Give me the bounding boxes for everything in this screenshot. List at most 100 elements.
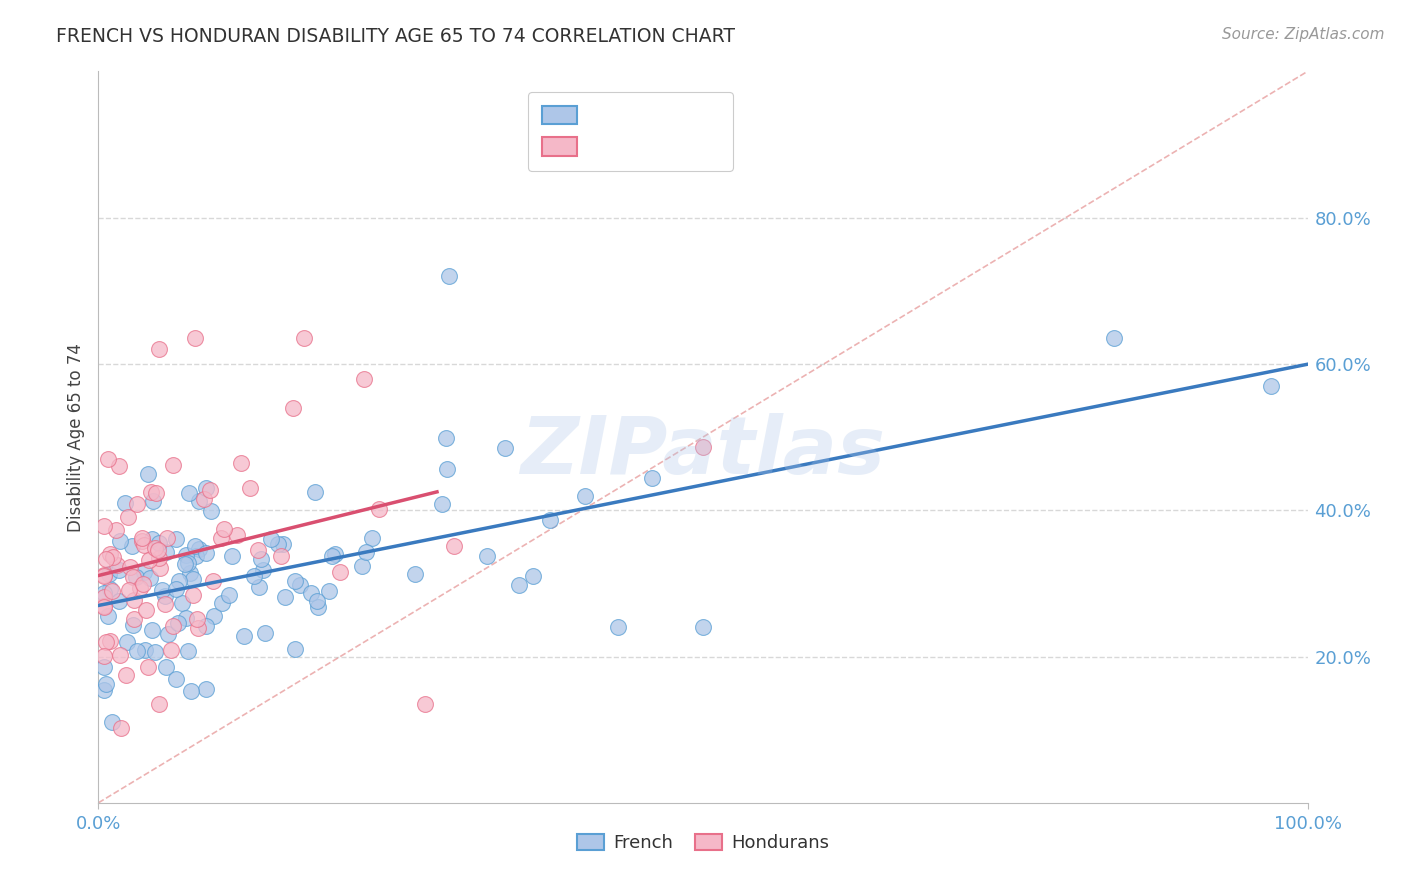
Hondurans — [108, 648, 131, 662]
French — [127, 644, 149, 658]
French — [174, 611, 197, 625]
French — [323, 547, 346, 561]
Hondurans — [131, 533, 153, 548]
Hondurans — [368, 501, 391, 516]
French — [181, 572, 204, 586]
French — [1102, 331, 1125, 345]
Hondurans — [198, 483, 221, 498]
French — [172, 596, 194, 610]
Hondurans — [117, 510, 139, 524]
French — [173, 558, 195, 572]
French — [150, 583, 173, 598]
Hondurans — [138, 553, 160, 567]
Hondurans — [143, 541, 166, 555]
Hondurans — [93, 599, 115, 613]
Text: FRENCH VS HONDURAN DISABILITY AGE 65 TO 74 CORRELATION CHART: FRENCH VS HONDURAN DISABILITY AGE 65 TO … — [56, 27, 735, 45]
Hondurans — [270, 549, 292, 563]
French — [267, 537, 290, 551]
Hondurans — [329, 565, 352, 579]
French — [494, 442, 516, 456]
Hondurans — [160, 642, 183, 657]
Hondurans — [692, 440, 714, 454]
Hondurans — [122, 612, 145, 626]
French — [352, 559, 374, 574]
French — [179, 566, 201, 580]
Hondurans — [93, 518, 115, 533]
French — [436, 431, 458, 445]
French — [233, 629, 256, 643]
Hondurans — [162, 458, 184, 473]
Text: 0.395: 0.395 — [564, 126, 627, 145]
Hondurans — [162, 619, 184, 633]
French — [176, 556, 198, 570]
French — [101, 715, 124, 730]
Hondurans — [105, 524, 128, 538]
Hondurans — [122, 593, 145, 607]
Hondurans — [108, 458, 131, 473]
Hondurans — [209, 532, 232, 546]
Hondurans — [132, 577, 155, 591]
Text: ZIPatlas: ZIPatlas — [520, 413, 886, 491]
Hondurans — [118, 583, 141, 598]
French — [475, 549, 498, 564]
Hondurans — [202, 574, 225, 588]
Hondurans — [246, 543, 269, 558]
French — [184, 539, 207, 553]
French — [177, 644, 200, 658]
French — [522, 569, 544, 583]
Hondurans — [187, 622, 209, 636]
French — [574, 489, 596, 503]
French — [307, 599, 329, 614]
French — [195, 619, 218, 633]
French — [180, 684, 202, 698]
French — [692, 620, 714, 634]
French — [165, 672, 187, 686]
Hondurans — [121, 570, 143, 584]
French — [98, 582, 121, 596]
French — [404, 566, 426, 581]
Hondurans — [138, 660, 160, 674]
French — [305, 593, 328, 607]
French — [271, 536, 294, 550]
French — [156, 627, 179, 641]
French — [143, 645, 166, 659]
Hondurans — [184, 331, 207, 345]
French — [122, 618, 145, 632]
Hondurans — [98, 634, 121, 648]
French — [165, 533, 187, 547]
French — [436, 462, 458, 476]
French — [288, 578, 311, 592]
French — [125, 570, 148, 584]
French — [114, 496, 136, 510]
Hondurans — [225, 528, 247, 542]
Hondurans — [281, 401, 304, 416]
French — [134, 643, 156, 657]
Hondurans — [135, 603, 157, 617]
French — [155, 545, 177, 559]
Hondurans — [127, 497, 149, 511]
Hondurans — [98, 547, 121, 561]
French — [243, 569, 266, 583]
French — [247, 580, 270, 594]
Hondurans — [93, 600, 115, 615]
Text: R =: R = — [527, 96, 571, 116]
French — [148, 536, 170, 550]
Text: 98: 98 — [672, 96, 700, 116]
Hondurans — [97, 451, 120, 466]
French — [260, 532, 283, 546]
Hondurans — [129, 581, 152, 595]
Hondurans — [107, 558, 129, 572]
French — [93, 682, 115, 697]
French — [321, 549, 343, 563]
Hondurans — [96, 635, 118, 649]
French — [607, 620, 630, 634]
French — [132, 565, 155, 579]
Hondurans — [181, 588, 204, 602]
French — [136, 467, 159, 481]
French — [304, 485, 326, 500]
Hondurans — [353, 371, 375, 385]
Hondurans — [229, 456, 252, 470]
French — [186, 549, 208, 563]
French — [318, 583, 340, 598]
French — [188, 493, 211, 508]
